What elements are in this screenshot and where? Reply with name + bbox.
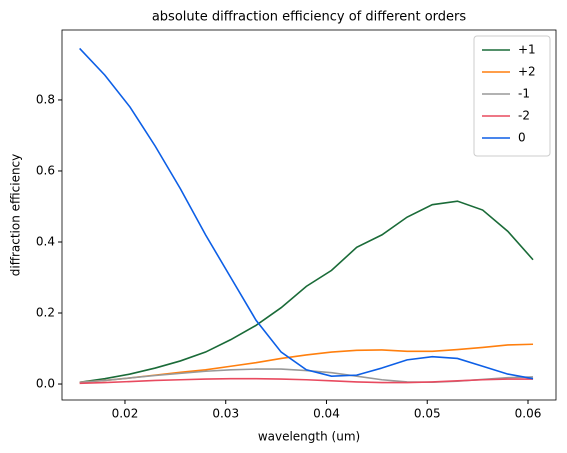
legend-label: 0 xyxy=(518,131,526,145)
x-tick-label: 0.03 xyxy=(212,407,239,421)
x-tick-label: 0.05 xyxy=(414,407,441,421)
y-tick-label: 0.2 xyxy=(36,306,55,320)
data-line xyxy=(79,200,534,384)
legend-label: +1 xyxy=(518,43,536,57)
x-tick-label: 0.02 xyxy=(112,407,139,421)
x-axis-label: wavelength (um) xyxy=(258,430,360,444)
x-tick-label: 0.04 xyxy=(313,407,340,421)
chart-title: absolute diffraction efficiency of diffe… xyxy=(152,10,467,25)
y-tick-label: 0.6 xyxy=(36,163,55,177)
y-tick-label: 0.4 xyxy=(36,234,55,248)
legend-label: +2 xyxy=(518,65,536,79)
data-line xyxy=(79,47,534,380)
y-tick-label: 0.8 xyxy=(36,92,55,106)
x-tick-label: 0.06 xyxy=(515,407,542,421)
data-line xyxy=(79,377,534,385)
legend-label: -1 xyxy=(518,87,530,101)
plot-frame xyxy=(61,29,557,401)
y-axis-label: diffraction efficiency xyxy=(9,154,23,277)
legend-label: -2 xyxy=(518,109,530,123)
y-tick-label: 0.0 xyxy=(36,377,55,391)
legend-box xyxy=(473,35,551,157)
